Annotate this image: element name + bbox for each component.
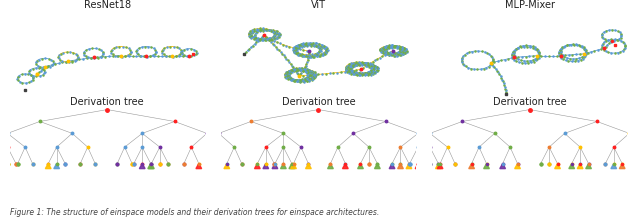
Polygon shape	[634, 164, 639, 169]
Polygon shape	[291, 164, 296, 169]
Polygon shape	[397, 164, 403, 169]
Polygon shape	[263, 164, 269, 169]
Polygon shape	[440, 164, 446, 169]
Title: Derivation tree: Derivation tree	[282, 97, 355, 107]
Polygon shape	[415, 164, 421, 169]
Text: Figure 1: The structure of einspace models and their derivation trees for einspa: Figure 1: The structure of einspace mode…	[10, 208, 379, 217]
Polygon shape	[586, 164, 591, 169]
Polygon shape	[437, 164, 443, 169]
Polygon shape	[280, 164, 286, 169]
Polygon shape	[468, 164, 474, 169]
Polygon shape	[255, 164, 260, 169]
Polygon shape	[577, 164, 583, 169]
Polygon shape	[212, 164, 218, 169]
Polygon shape	[54, 164, 60, 169]
Polygon shape	[227, 164, 233, 169]
Polygon shape	[620, 164, 625, 169]
Polygon shape	[272, 164, 278, 169]
Polygon shape	[500, 164, 506, 169]
Polygon shape	[435, 164, 441, 169]
Polygon shape	[424, 164, 429, 169]
Polygon shape	[209, 164, 214, 169]
Title: Derivation tree: Derivation tree	[70, 97, 144, 107]
Polygon shape	[555, 164, 561, 169]
Polygon shape	[45, 164, 51, 169]
Polygon shape	[224, 164, 230, 169]
Polygon shape	[419, 164, 424, 169]
Polygon shape	[569, 164, 575, 169]
Polygon shape	[305, 164, 311, 169]
Polygon shape	[515, 164, 520, 169]
Polygon shape	[417, 164, 422, 169]
Polygon shape	[148, 164, 154, 169]
Polygon shape	[389, 164, 395, 169]
Polygon shape	[484, 164, 490, 169]
Title: Derivation tree: Derivation tree	[493, 97, 566, 107]
Polygon shape	[289, 164, 294, 169]
Polygon shape	[328, 164, 333, 169]
Polygon shape	[0, 164, 1, 169]
Polygon shape	[196, 164, 202, 169]
Polygon shape	[406, 164, 412, 169]
Polygon shape	[0, 164, 2, 169]
Polygon shape	[358, 164, 364, 169]
Polygon shape	[148, 164, 154, 169]
Polygon shape	[342, 164, 348, 169]
Polygon shape	[611, 164, 616, 169]
Polygon shape	[374, 164, 380, 169]
Title: MLP-Mixer: MLP-Mixer	[504, 0, 555, 10]
Title: ViT: ViT	[311, 0, 326, 10]
Title: ResNet18: ResNet18	[84, 0, 131, 10]
Polygon shape	[140, 164, 145, 169]
